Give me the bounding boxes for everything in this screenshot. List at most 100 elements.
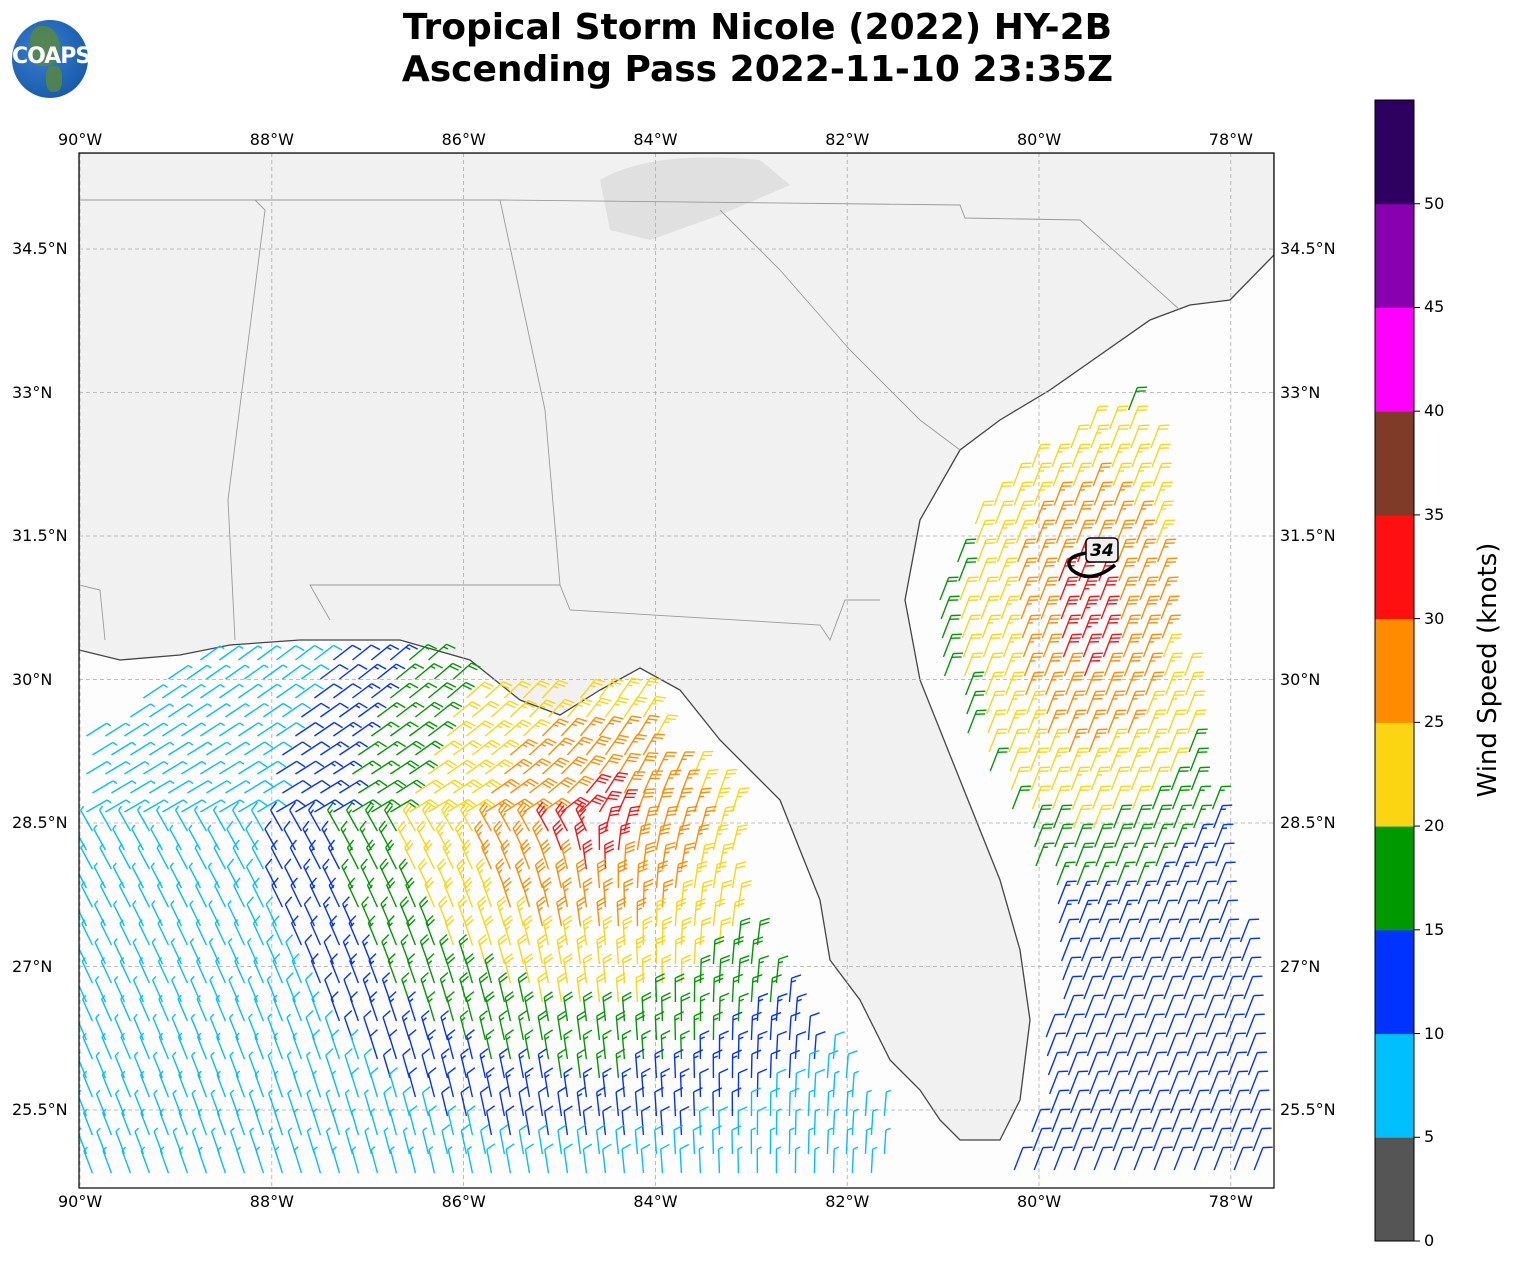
wind-barb <box>322 896 335 927</box>
wind-barb <box>623 805 641 832</box>
wind-barb <box>517 1010 528 1041</box>
wind-barb <box>1158 899 1178 924</box>
wind-barb <box>162 722 188 737</box>
wind-barb <box>575 858 587 889</box>
wind-barb <box>264 858 278 889</box>
wind-barb <box>1033 1146 1053 1171</box>
wind-barb <box>427 1029 437 1060</box>
wind-barb <box>1020 595 1040 620</box>
wind-barb <box>124 760 150 775</box>
wind-barb <box>139 994 151 1022</box>
wind-barb <box>181 722 207 737</box>
wind-barb <box>698 1146 705 1174</box>
wind-barb <box>1131 1108 1151 1133</box>
wind-barb <box>272 953 284 984</box>
wind-barb <box>562 915 573 946</box>
wind-barb <box>464 953 475 984</box>
wind-barb <box>485 759 514 775</box>
wind-barb <box>138 957 151 984</box>
wind-barb <box>293 1070 303 1098</box>
wind-barb <box>756 1030 768 1060</box>
wind-barb <box>1114 500 1135 525</box>
wind-barb <box>1065 1013 1085 1038</box>
wind-barb <box>1166 1032 1186 1057</box>
wind-barb <box>333 799 363 813</box>
wind-barb <box>459 972 469 1003</box>
wind-barb <box>498 1010 508 1041</box>
wind-barb <box>480 839 493 870</box>
wind-barb <box>196 1032 208 1060</box>
wind-barb <box>505 1143 515 1174</box>
wind-barb <box>358 702 387 718</box>
wind-barb <box>1187 709 1207 734</box>
wind-barb <box>1213 804 1233 829</box>
wind-barb <box>680 992 691 1022</box>
wind-barb <box>693 1049 704 1079</box>
wind-barb <box>655 714 679 737</box>
wind-barb <box>1127 386 1148 411</box>
wind-barb <box>602 1105 612 1136</box>
wind-barb <box>617 859 628 889</box>
wind-barb <box>1226 1032 1246 1057</box>
wind-barb <box>1079 918 1100 943</box>
wind-barb <box>832 1070 840 1098</box>
lat-tick-label-right: 33°N <box>1280 382 1321 402</box>
wind-barb <box>794 1030 807 1060</box>
wind-barb <box>712 861 727 889</box>
wind-barb <box>140 1108 151 1136</box>
wind-barb <box>997 538 1017 563</box>
wind-barb <box>1142 633 1162 658</box>
wind-barb <box>219 683 244 699</box>
wind-barb <box>1191 785 1212 810</box>
wind-barb <box>1184 994 1204 1019</box>
wind-barb <box>1077 880 1097 905</box>
wind-barb <box>1106 1032 1126 1057</box>
wind-barb <box>358 740 388 756</box>
wind-barb <box>537 1048 547 1079</box>
wind-barb <box>99 843 113 870</box>
wind-barb <box>1241 937 1261 962</box>
wind-barb <box>1085 671 1105 696</box>
wind-barb <box>149 703 175 718</box>
wind-barb <box>617 789 638 813</box>
wind-barb <box>1059 918 1080 943</box>
wind-barb <box>641 1029 651 1060</box>
wind-barb <box>1025 671 1045 696</box>
wind-barb <box>190 1013 202 1041</box>
wind-barb <box>967 709 987 734</box>
wind-barb <box>175 805 189 832</box>
wind-barb <box>547 737 575 756</box>
wind-barb <box>352 721 381 737</box>
wind-barb <box>200 722 226 737</box>
wind-barb <box>699 805 717 832</box>
wind-barb <box>385 839 398 870</box>
wind-barb <box>756 992 769 1022</box>
wind-barb <box>225 741 251 756</box>
wind-barb <box>1165 671 1185 696</box>
wind-barb <box>556 896 567 927</box>
wind-barb <box>195 919 208 946</box>
wind-barb <box>150 824 164 851</box>
wind-barb <box>189 938 202 965</box>
lat-tick-label-right: 25.5°N <box>1280 1100 1336 1119</box>
wind-barb <box>1023 652 1044 677</box>
wind-barb <box>1007 709 1027 734</box>
colorbar-bin <box>1375 1033 1414 1138</box>
wind-barb <box>169 824 183 851</box>
lon-tick-label-bottom: 90°W <box>58 1192 103 1211</box>
wind-barb <box>207 824 221 851</box>
wind-barb <box>1251 1108 1271 1133</box>
wind-barb <box>194 805 208 832</box>
wind-barb <box>408 682 438 699</box>
wind-barb <box>1072 1127 1092 1152</box>
wind-barb <box>1153 481 1173 506</box>
wind-barb <box>265 896 278 927</box>
wind-barb <box>623 878 634 908</box>
wind-barb <box>1071 785 1092 810</box>
wind-barb <box>794 1068 806 1098</box>
wind-barb <box>1008 728 1028 753</box>
wind-barb <box>1122 956 1142 981</box>
wind-barb <box>453 779 483 794</box>
wind-barb <box>151 938 164 965</box>
